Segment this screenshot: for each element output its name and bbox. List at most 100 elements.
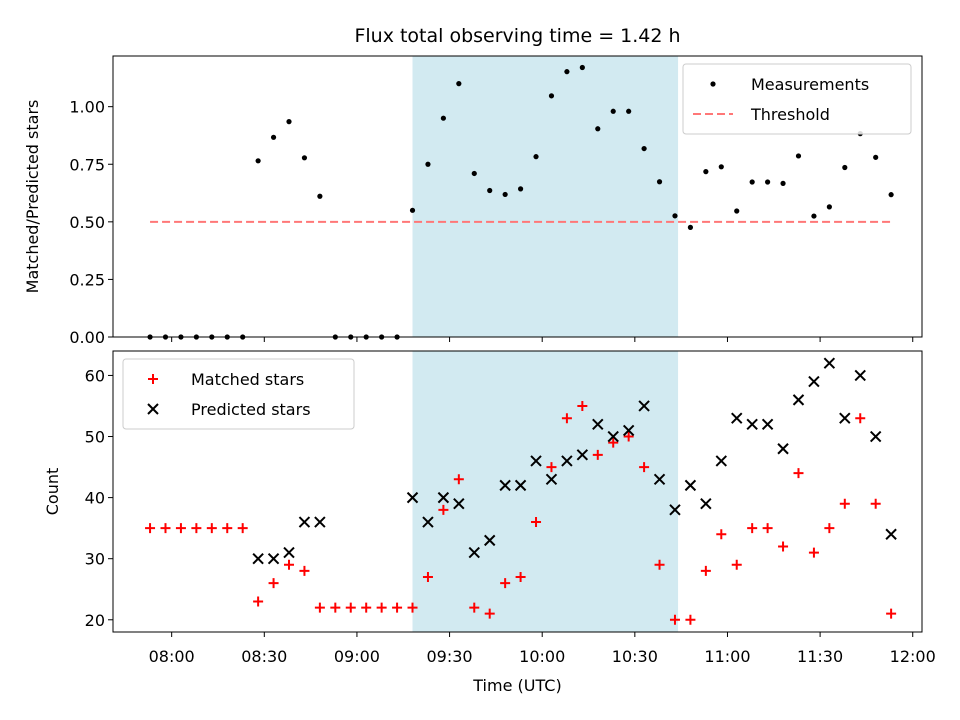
predicted-stars-point — [406, 491, 419, 504]
predicted-stars-point — [715, 455, 728, 467]
predicted-stars-point — [700, 498, 712, 510]
matched-stars-point — [592, 449, 603, 460]
legend-matched-swatch — [148, 374, 158, 384]
matched-stars-point — [392, 602, 403, 613]
matched-stars-point — [855, 413, 866, 424]
measurement-point — [610, 108, 616, 114]
predicted-stars-point — [499, 479, 511, 492]
y-tick-label: 0.50 — [69, 213, 105, 232]
y-tick-label: 20 — [85, 611, 105, 630]
measurement-point — [548, 93, 555, 99]
x-tick-label: 09:30 — [427, 647, 473, 666]
matched-stars-point — [314, 602, 325, 613]
bottom-legend: Matched stars Predicted stars — [122, 358, 355, 430]
measurement-point — [425, 161, 431, 167]
measurement-point — [595, 126, 601, 132]
predicted-stars-point — [484, 534, 496, 547]
measurement-point — [873, 154, 879, 160]
predicted-stars-point — [592, 418, 604, 431]
matched-stars-point — [330, 602, 341, 613]
matched-stars-point — [453, 474, 464, 485]
legend-label: Predicted stars — [191, 400, 311, 419]
matched-stars-point — [577, 400, 588, 411]
predicted-stars-point — [283, 546, 295, 559]
matched-stars-point — [438, 504, 449, 515]
measurement-point — [749, 179, 755, 185]
matched-stars-point — [531, 517, 542, 528]
matched-stars-point — [700, 565, 711, 576]
matched-stars-point — [793, 468, 804, 479]
matched-stars-point — [175, 523, 186, 534]
measurement-point — [641, 145, 647, 152]
top-axes-frame — [112, 55, 923, 338]
matched-stars-point — [253, 596, 264, 607]
x-tick-label: 08:30 — [241, 647, 287, 666]
matched-stars-point — [808, 547, 819, 558]
bottom-y-axis-label: Count — [43, 468, 62, 516]
bottom-x-ticks: 08:00 08:30 09:00 09:30 10:00 10:30 11:00 11:30… — [149, 632, 936, 666]
x-tick-label: 10:00 — [519, 647, 565, 666]
matched-stars-point — [160, 523, 171, 534]
bottom-panel: 20 30 40 50 60 08:00 08:30 09:00 09:30 10:00 10:3… — [43, 350, 936, 695]
measurement-point — [579, 64, 585, 71]
top-panel: Flux total observing time = 1.42 h 0.000… — [23, 25, 923, 347]
top-legend: Measurements Threshold — [682, 63, 912, 135]
measurement-point — [734, 208, 740, 214]
y-tick-label: 50 — [85, 428, 105, 447]
predicted-stars-point — [468, 546, 480, 559]
measurement-point — [255, 158, 261, 164]
matched-stars-point — [623, 431, 634, 442]
x-tick-label: 11:30 — [797, 647, 843, 666]
legend-box — [682, 63, 912, 135]
matched-stars-point — [839, 498, 850, 509]
predicted-stars-point — [746, 418, 758, 431]
predicted-stars-point — [298, 516, 311, 528]
matched-stars-point — [546, 462, 557, 473]
y-tick-label: 30 — [85, 550, 105, 569]
y-tick-label: 60 — [85, 366, 105, 385]
matched-stars-point — [669, 614, 680, 625]
x-tick-label: 12:00 — [890, 647, 936, 666]
measurement-point — [487, 187, 493, 194]
x-tick-label: 08:00 — [149, 647, 195, 666]
matched-stars-point — [886, 608, 897, 619]
matched-stars-point — [376, 602, 387, 613]
top-x-ticks — [171, 337, 914, 342]
predicted-stars-point — [731, 412, 743, 424]
predicted-stars-point — [869, 430, 882, 443]
predicted-stars-point — [252, 552, 264, 565]
predicted-stars-point — [545, 473, 558, 485]
legend-measurement-swatch — [710, 81, 716, 87]
matched-stars-point — [747, 523, 758, 534]
matched-stars-point — [469, 602, 480, 613]
y-tick-label: 1.00 — [69, 98, 105, 117]
measurement-point — [564, 69, 570, 75]
predicted-stars-point — [638, 400, 650, 412]
predicted-stars-point — [761, 418, 774, 431]
matched-stars-point — [870, 498, 881, 509]
predicted-stars-point — [684, 479, 697, 492]
matched-stars-point — [654, 559, 665, 570]
matched-stars-point — [500, 578, 511, 589]
predicted-stars-point — [777, 443, 789, 455]
matched-stars-point — [716, 529, 727, 540]
matched-stars-point — [299, 565, 310, 576]
predicted-stars-point — [792, 394, 805, 406]
matched-stars-point — [824, 523, 835, 534]
predicted-stars-point — [669, 504, 681, 516]
predicted-stars-point — [422, 516, 434, 528]
measurement-point — [517, 186, 524, 192]
measurement-point — [533, 154, 539, 160]
predicted-stars-point — [576, 449, 589, 461]
measurement-point — [270, 134, 277, 140]
y-tick-label: 0.00 — [69, 328, 105, 347]
matched-stars-point — [422, 572, 433, 583]
matched-stars-point — [206, 523, 217, 534]
matched-stars-point — [685, 614, 696, 625]
matched-stars-point — [778, 541, 789, 552]
top-y-ticks: 0.00 0.25 0.50 0.75 1.00 — [69, 98, 113, 347]
matched-stars-point — [407, 602, 418, 613]
matched-stars-point — [345, 602, 356, 613]
x-tick-label: 10:30 — [612, 647, 658, 666]
